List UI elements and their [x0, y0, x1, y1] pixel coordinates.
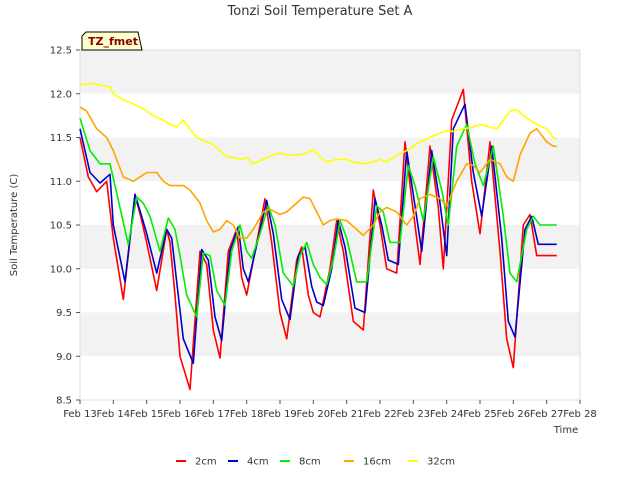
grid-band	[80, 312, 580, 357]
site-badge-box	[81, 31, 143, 51]
series-line-4cm	[79, 103, 557, 365]
x-tick-label: Feb 24	[430, 409, 464, 420]
x-tick-label: Feb 18	[230, 409, 264, 420]
legend-label: 4cm	[247, 457, 269, 468]
x-tick-label: Feb 28	[563, 409, 597, 420]
plot-background-bands	[80, 50, 580, 400]
legend-label: 32cm	[427, 457, 455, 468]
y-tick-label: 11.5	[50, 133, 72, 144]
series-lines	[79, 82, 558, 391]
x-tick-label: Feb 20	[297, 409, 331, 420]
series-line-16cm	[79, 106, 557, 239]
y-tick-label: 10.0	[50, 264, 72, 275]
series-line-32cm	[79, 82, 558, 165]
x-tick-label: Feb 15	[130, 409, 164, 420]
x-tick-label: Feb 27	[530, 409, 564, 420]
y-tick-label: 9.5	[56, 308, 72, 319]
y-axis-ticks: 8.5 9.0 9.5 10.0 10.5 11.0 11.5 12.0 12.5	[50, 46, 80, 407]
site-badge-label: TZ_fmet	[88, 35, 138, 48]
y-tick-label: 11.0	[50, 177, 72, 188]
x-tick-label: Feb 16	[163, 409, 197, 420]
x-tick-label: Feb 14	[97, 409, 131, 420]
y-tick-label: 12.0	[50, 89, 72, 100]
x-tick-label: Feb 26	[497, 409, 531, 420]
x-tick-label: Feb 19	[263, 409, 297, 420]
y-axis-title: Soil Temperature (C)	[9, 174, 20, 277]
x-tick-label: Feb 23	[397, 409, 431, 420]
x-axis-ticks: Feb 13 Feb 14 Feb 15 Feb 16 Feb 17 Feb 18 Feb …	[63, 400, 597, 420]
grid-band	[80, 50, 580, 94]
grid-band	[80, 93, 580, 138]
x-tick-label: Feb 13	[63, 409, 97, 420]
x-tick-label: Feb 21	[330, 409, 364, 420]
x-tick-label: Feb 22	[363, 409, 397, 420]
grid-band	[80, 356, 580, 400]
legend-label: 2cm	[195, 457, 217, 468]
legend-label: 8cm	[299, 457, 321, 468]
legend: 2cm 4cm 8cm 16cm 32cm	[176, 457, 455, 468]
x-tick-label: Feb 25	[463, 409, 497, 420]
grid-band	[80, 181, 580, 225]
series-line-8cm	[79, 117, 557, 318]
chart-title: Tonzi Soil Temperature Set A	[227, 4, 413, 19]
y-tick-label: 8.5	[56, 396, 72, 407]
y-tick-label: 12.5	[50, 46, 72, 57]
legend-label: 16cm	[363, 457, 391, 468]
y-tick-label: 10.5	[50, 221, 72, 232]
y-tick-label: 9.0	[56, 352, 72, 363]
site-badge: TZ_fmet	[81, 31, 143, 51]
x-tick-label: Feb 17	[197, 409, 231, 420]
x-axis-title: Time	[553, 425, 578, 436]
